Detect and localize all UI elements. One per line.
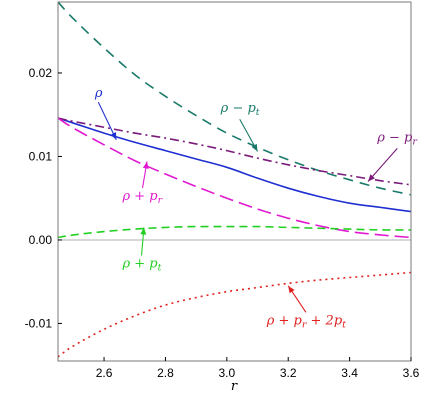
- series-line: [58, 2, 411, 196]
- x-tick-label: 3.2: [280, 366, 297, 380]
- annotation-arrow-head: [288, 285, 295, 294]
- x-tick-label: 2.6: [96, 366, 113, 380]
- x-tick-label: 2.8: [157, 366, 174, 380]
- y-tick-label: 0.02: [29, 66, 53, 80]
- x-tick-label: 3.6: [403, 366, 420, 380]
- series-annotation: ρ − pt: [220, 101, 260, 118]
- plot-frame: [57, 1, 412, 362]
- series-layer: [58, 2, 411, 358]
- series-line: [58, 117, 411, 186]
- y-tick-label: 0.00: [29, 233, 53, 247]
- series-line: [58, 117, 411, 213]
- series-line: [58, 225, 411, 239]
- y-tick-label: -0.01: [25, 316, 53, 330]
- x-tick-label: 3.0: [218, 366, 235, 380]
- series-line: [58, 117, 411, 239]
- y-tick-label: 0.01: [29, 149, 53, 163]
- annotation-arrow-line: [367, 148, 398, 182]
- annotation-arrow-head: [251, 143, 258, 152]
- series-line: [58, 271, 411, 358]
- series-annotation: ρ + pr + 2pt: [266, 313, 346, 330]
- annotation-arrow-head: [110, 132, 117, 140]
- series-annotation: ρ + pr: [121, 189, 163, 206]
- annotation-arrow-head: [142, 161, 149, 169]
- annotation-layer: ρ ρ − pt ρ − pr ρ + pr ρ + pt ρ + pr + 2pt: [94, 86, 419, 330]
- annotation-arrow-head: [140, 227, 147, 235]
- x-tick-label: 3.4: [341, 366, 358, 380]
- annotation-arrow-head: [368, 174, 375, 182]
- series-annotation: ρ + pt: [121, 256, 161, 273]
- axes-layer: 2.6 2.8 3.0 3.2 3.4 3.6 -0.01 0.00 0.01 0.02: [25, 66, 420, 380]
- x-axis-title: r: [231, 379, 238, 394]
- series-annotation: ρ − pr: [376, 130, 418, 147]
- series-annotation: ρ: [94, 86, 103, 101]
